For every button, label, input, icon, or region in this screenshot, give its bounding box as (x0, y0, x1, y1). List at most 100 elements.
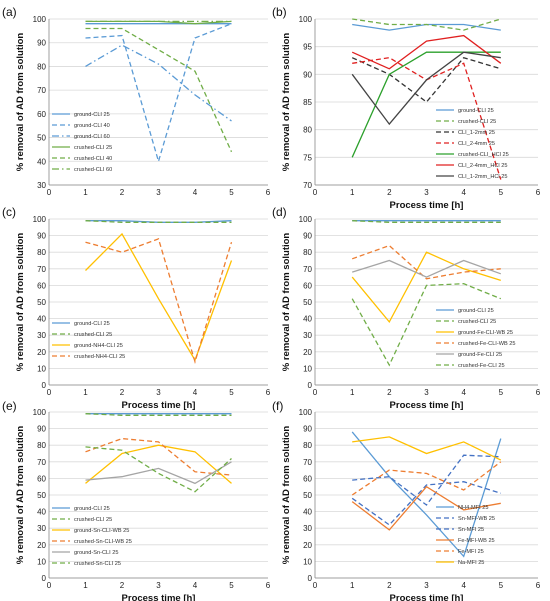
x-tick-label: 5 (229, 388, 234, 397)
x-tick-label: 6 (266, 188, 271, 197)
series-line-3 (85, 44, 232, 122)
y-tick-label: 10 (37, 557, 46, 566)
y-tick-label: 90 (303, 232, 312, 241)
y-tick-label: 70 (37, 458, 46, 467)
series-line-6 (351, 34, 502, 70)
y-tick-label: 30 (37, 331, 46, 340)
legend-entry: ground-CLI 60 (74, 134, 110, 140)
legend-entry: ground-Sn-CLI 25 (74, 550, 118, 556)
legend-entry: crushed-CLI 40 (74, 156, 112, 162)
legend-entry: ground-CLI 25 (74, 112, 110, 118)
legend-entry: crushed-CLI 25 (74, 145, 112, 151)
x-tick-label: 4 (193, 388, 198, 397)
legend: ground-CLI 25 ground-CLI 40 ground-CLI 60 c… (52, 112, 112, 173)
panel-label: (b) (272, 5, 287, 19)
y-tick-label: 90 (37, 232, 46, 241)
chart-panel-3: 0 10 20 30 40 50 60 70 80 90 100 0 1 2 3 4 5 6 Process tim… (2, 205, 271, 411)
legend-entry: ground-CLI 25 (458, 308, 494, 314)
legend-entry: ground-Fe-CLI 25 (458, 352, 502, 358)
y-tick-label: 0 (308, 381, 313, 390)
y-axis-title: % removal of AD from solution (15, 233, 26, 372)
x-tick-label: 5 (499, 188, 504, 197)
x-axis-title: Process time [h] (390, 400, 464, 411)
y-tick-label: 60 (37, 110, 46, 119)
y-tick-label: 0 (308, 574, 313, 583)
x-tick-label: 4 (461, 581, 466, 590)
series-line-3 (351, 251, 501, 324)
legend: ground-CLI 25 crushed-CLI 25 CLI_1-2mm 25 C… (436, 108, 509, 180)
legend-entry: crushed-CLI 25 (74, 517, 112, 523)
x-tick-label: 0 (313, 388, 318, 397)
legend-entry: ground-Sn-CLI-WB 25 (74, 528, 129, 534)
legend-entry: ground-CLI 40 (74, 123, 110, 129)
series-line-4 (85, 437, 232, 476)
y-tick-label: 70 (303, 181, 312, 190)
y-tick-label: 90 (303, 70, 312, 79)
x-tick-label: 6 (536, 188, 541, 197)
x-tick-label: 5 (229, 188, 234, 197)
y-tick-label: 40 (37, 315, 46, 324)
y-tick-label: 50 (37, 134, 46, 143)
legend-entry: crushed-NH4-CLI 25 (74, 354, 125, 360)
series-line-4 (351, 244, 501, 280)
y-tick-label: 80 (37, 248, 46, 257)
x-tick-label: 0 (47, 581, 52, 590)
panel-label: (f) (272, 399, 283, 413)
x-tick-label: 5 (229, 581, 234, 590)
legend-entry: Na-MFI 25 (458, 560, 484, 566)
x-tick-label: 3 (424, 581, 429, 590)
y-tick-label: 40 (303, 315, 312, 324)
series-line-2 (85, 413, 232, 416)
x-axis-title: Process time [h] (122, 400, 196, 411)
x-tick-label: 4 (461, 188, 466, 197)
legend-entry: crushed-Sn-CLI 25 (74, 561, 121, 567)
x-tick-label: 3 (424, 388, 429, 397)
y-tick-label: 80 (303, 126, 312, 135)
legend: ground-CLI 25 crushed-CLI 25 ground-Sn-CLI… (52, 506, 132, 567)
legend-entry: ground-Fe-CLI-WB 25 (458, 330, 513, 336)
y-tick-label: 70 (303, 265, 312, 274)
series-line-2 (85, 220, 232, 223)
series-line-3 (351, 481, 501, 526)
y-tick-label: 90 (303, 425, 312, 434)
x-tick-label: 1 (83, 581, 88, 590)
y-tick-label: 20 (303, 348, 312, 357)
legend-entry: Sn-MFI-WB 25 (458, 516, 495, 522)
legend: ground-CLI 25 crushed-CLI 25 ground-Fe-CLI… (436, 308, 516, 369)
x-tick-label: 3 (424, 188, 429, 197)
series-line-6 (352, 436, 502, 461)
series-line-5 (352, 259, 502, 278)
y-tick-label: 20 (303, 541, 312, 550)
y-tick-label: 30 (303, 331, 312, 340)
y-tick-label: 85 (303, 98, 312, 107)
y-tick-label: 95 (303, 43, 312, 52)
y-tick-label: 90 (37, 39, 46, 48)
series-line-2 (85, 23, 232, 164)
series-line-5 (351, 51, 501, 158)
x-tick-label: 2 (387, 188, 392, 197)
y-tick-label: 80 (37, 62, 46, 71)
series-line-3 (85, 232, 233, 362)
legend-entry: crushed-Fe-CLI 25 (458, 363, 505, 369)
y-tick-label: 10 (37, 364, 46, 373)
series-line-7 (351, 51, 501, 126)
x-tick-label: 1 (83, 388, 88, 397)
x-tick-label: 1 (350, 388, 355, 397)
y-tick-label: 70 (37, 86, 46, 95)
x-tick-label: 6 (536, 388, 541, 397)
legend-entry: CLI_2-4mm 25 (458, 141, 495, 147)
x-tick-label: 1 (350, 188, 355, 197)
legend-entry: crushed-Sn-CLI-WB 25 (74, 539, 132, 545)
panel-label: (e) (2, 399, 17, 413)
series-line-3 (351, 56, 501, 103)
x-axis-title: Process time [h] (122, 593, 196, 601)
series-line-3 (85, 444, 232, 484)
legend-entry: crushed-CLI 60 (74, 167, 112, 173)
x-tick-label: 2 (120, 188, 125, 197)
y-axis-title: % removal of AD from solution (281, 426, 292, 565)
series-line-1 (351, 431, 502, 558)
y-tick-label: 50 (37, 298, 46, 307)
y-tick-label: 0 (42, 574, 47, 583)
chart-panel-1: 30 40 50 60 70 80 90 100 0 1 2 3 4 5 6 % removal of AD … (2, 5, 271, 197)
legend: ground-CLI 25 crushed-CLI 25 ground-NH4-CL… (52, 321, 125, 360)
